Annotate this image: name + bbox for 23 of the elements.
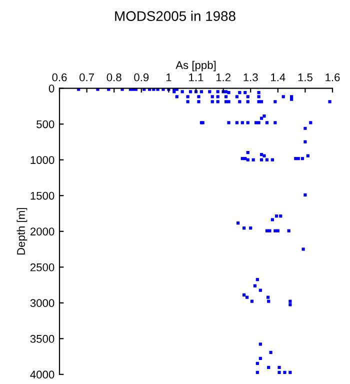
x-tick-label: 0.6 [52, 73, 67, 82]
y-tick-label: 2000 [30, 228, 54, 236]
x-tick-label: 0.8 [106, 73, 122, 82]
y-tick-label: 3000 [30, 299, 54, 308]
x-tick-label: 1.3 [244, 73, 258, 82]
y-tick-label: 500 [36, 120, 54, 128]
x-tick-label: 0.9 [134, 73, 149, 82]
y-tick-label: 0 [48, 84, 54, 92]
y-tick-label: 1000 [30, 156, 54, 164]
x-tick-label: 1.2 [216, 73, 230, 82]
y-axis-title: Depth [m] [16, 208, 28, 255]
chart-title: MODS2005 in 1988 [115, 10, 236, 22]
x-tick-label: 1.1 [189, 74, 204, 82]
x-tick-label: 1.4 [271, 74, 286, 82]
x-axis-title: As [ppb] [176, 60, 216, 72]
y-tick-label: 3500 [30, 334, 54, 343]
y-tick-label: 2500 [30, 263, 54, 272]
x-tick-label: 1.6 [326, 73, 340, 82]
y-tick-label: 1500 [30, 192, 54, 200]
x-tick-label: 1 [166, 74, 172, 82]
y-tick-label: 4000 [30, 370, 54, 379]
x-tick-label: 0.7 [80, 73, 94, 82]
x-tick-label: 1.5 [298, 74, 312, 82]
